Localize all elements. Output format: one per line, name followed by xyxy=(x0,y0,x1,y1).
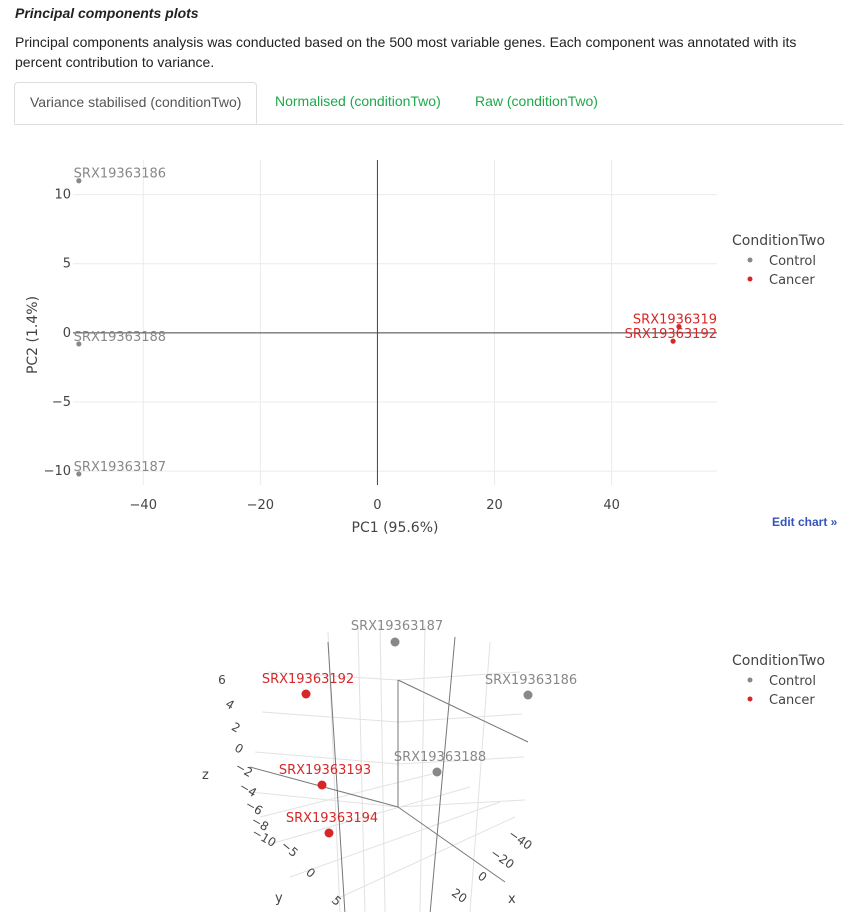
data-point[interactable]: SRX19363194 xyxy=(286,811,378,838)
point-marker[interactable] xyxy=(324,828,334,838)
x-tick-label: 20 xyxy=(486,498,503,513)
x-axis-label: PC1 (95.6%) xyxy=(352,520,439,536)
legend-control-label[interactable]: Control xyxy=(769,254,816,269)
z-tick-label: 4 xyxy=(223,697,237,713)
data-point[interactable]: SRX19363188 xyxy=(394,750,486,777)
point-marker[interactable] xyxy=(676,324,682,330)
point-marker[interactable] xyxy=(76,471,82,477)
point-marker[interactable] xyxy=(523,690,533,700)
y-tick-label: 0 xyxy=(303,865,318,881)
point-marker[interactable] xyxy=(76,178,82,184)
y-tick-label: −5 xyxy=(52,395,71,410)
x-tick-label: 20 xyxy=(449,886,470,906)
point-marker[interactable] xyxy=(76,341,82,347)
z-tick-label: −2 xyxy=(233,759,255,780)
point-label: SRX19363186 xyxy=(485,673,577,688)
data-point[interactable]: SRX19363186 xyxy=(74,167,166,184)
legend-control-marker xyxy=(747,257,753,263)
point-label: SRX19363187 xyxy=(351,619,443,634)
point-label: SRX19363186 xyxy=(74,167,166,182)
point-label: SRX19363188 xyxy=(394,750,486,765)
grid-lines xyxy=(73,160,717,485)
z-tick-label: 6 xyxy=(218,673,226,687)
zero-lines xyxy=(73,160,717,485)
data-points[interactable]: SRX19363186 SRX19363188 SRX19363187 SRX1936… xyxy=(74,167,717,477)
point-marker[interactable] xyxy=(432,767,442,777)
point-label: SRX19363192 xyxy=(625,327,717,342)
data-point[interactable]: SRX19363188 xyxy=(74,330,166,347)
y-axis-label: y xyxy=(275,891,283,906)
legend-title: ConditionTwo xyxy=(732,233,825,249)
x-tick-labels: −40 −20 0 20 40 xyxy=(130,498,620,513)
tab-bar: Variance stabilised (conditionTwo) Norma… xyxy=(14,82,843,125)
data-points[interactable]: SRX19363187 SRX19363186 SRX19363188 SRX1936… xyxy=(262,619,577,838)
data-point[interactable]: SRX19363192 xyxy=(625,327,717,344)
legend-control-label[interactable]: Control xyxy=(769,674,816,689)
x-tick-label: 0 xyxy=(373,498,381,513)
3d-axes xyxy=(249,636,529,912)
tab-raw[interactable]: Raw (conditionTwo) xyxy=(475,93,598,109)
legend-cancer-marker xyxy=(747,696,753,702)
point-label: SRX19363193 xyxy=(279,763,371,778)
data-point[interactable]: SRX19363193 xyxy=(279,763,371,790)
point-label: SRX1936319 xyxy=(633,313,717,328)
point-label: SRX19363187 xyxy=(74,460,166,475)
z-tick-label: 2 xyxy=(229,720,243,736)
data-point[interactable]: SRX19363187 xyxy=(74,460,166,477)
point-marker[interactable] xyxy=(301,689,311,699)
y-tick-label: 10 xyxy=(54,188,71,203)
z-tick-label: 0 xyxy=(232,741,246,757)
legend: ConditionTwo Control Cancer xyxy=(732,233,825,288)
y-tick-label: 5 xyxy=(329,893,344,909)
legend-cancer-label[interactable]: Cancer xyxy=(769,693,815,708)
data-point[interactable]: SRX19363186 xyxy=(485,673,577,700)
data-point[interactable]: SRX19363187 xyxy=(351,619,443,647)
legend: ConditionTwo Control Cancer xyxy=(732,653,825,708)
x-tick-labels: −40−200 20 xyxy=(449,827,535,906)
point-label: SRX19363192 xyxy=(262,672,354,687)
z-tick-label: −4 xyxy=(237,779,259,800)
edit-chart-link[interactable]: Edit chart » xyxy=(772,515,838,529)
legend-cancer-label[interactable]: Cancer xyxy=(769,273,815,288)
z-axis-label: z xyxy=(202,768,209,783)
data-point[interactable]: SRX1936319 xyxy=(633,313,717,330)
y-tick-label: −5 xyxy=(278,838,301,860)
section-description: Principal components analysis was conduc… xyxy=(15,34,797,70)
legend-control-marker xyxy=(747,677,753,683)
y-tick-label: 0 xyxy=(63,326,71,341)
tab-normalised[interactable]: Normalised (conditionTwo) xyxy=(275,93,441,109)
x-tick-label: 40 xyxy=(603,498,620,513)
point-marker[interactable] xyxy=(317,780,327,790)
y-axis-label: PC2 (1.4%) xyxy=(25,296,41,374)
z-tick-label: −10 xyxy=(250,825,279,850)
point-label: SRX19363194 xyxy=(286,811,378,826)
x-tick-label: −40 xyxy=(506,827,535,853)
point-label: SRX19363188 xyxy=(74,330,166,345)
y-tick-label: −10 xyxy=(44,464,71,479)
point-marker[interactable] xyxy=(390,637,400,647)
x-tick-label: −20 xyxy=(247,498,274,513)
y-tick-labels: −505 xyxy=(278,838,344,909)
legend-title: ConditionTwo xyxy=(732,653,825,669)
data-point[interactable]: SRX19363192 xyxy=(262,672,354,699)
x-axis-label: x xyxy=(508,892,516,907)
y-tick-labels: −10 −5 0 5 10 xyxy=(44,188,71,480)
y-tick-label: 5 xyxy=(63,257,71,272)
section-heading: Principal components plots xyxy=(15,5,199,21)
point-marker[interactable] xyxy=(670,338,676,344)
x-tick-label: −20 xyxy=(488,846,517,872)
x-tick-label: 0 xyxy=(475,869,489,885)
tab-variance-stabilised[interactable]: Variance stabilised (conditionTwo) xyxy=(14,82,258,124)
x-tick-label: −40 xyxy=(130,498,157,513)
legend-cancer-marker xyxy=(747,276,753,282)
